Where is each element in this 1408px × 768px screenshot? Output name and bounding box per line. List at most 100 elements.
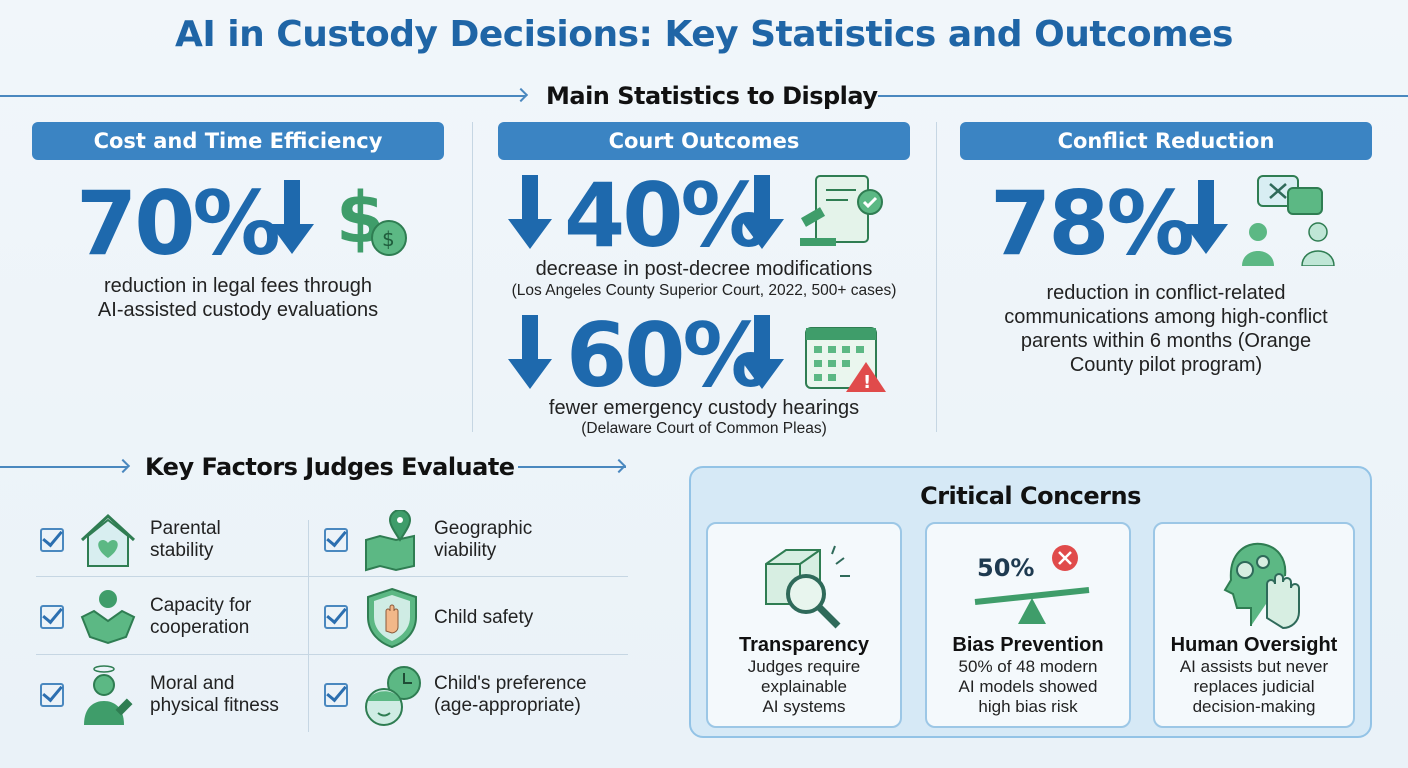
dollar-icon: $ $ <box>336 180 407 259</box>
factor-label: Child's preference (age-appropriate) <box>434 673 604 717</box>
stat-78: 78% <box>990 172 1195 275</box>
card-title: Human Oversight <box>1170 634 1338 656</box>
grid-divider <box>308 520 309 732</box>
svg-text:$: $ <box>382 227 395 251</box>
stat-40-source: (Los Angeles County Superior Court, 2022… <box>511 282 897 299</box>
card-line: AI systems <box>762 697 846 716</box>
arrow-right-icon <box>611 458 627 474</box>
factor-item: Moral and physical fitness <box>40 661 310 731</box>
desc-line: reduction in conflict-related <box>1046 282 1286 304</box>
factor-line: (age-appropriate) <box>434 695 581 716</box>
factor-item: Child's preference (age-appropriate) <box>324 661 594 731</box>
conflict-chat-icon <box>1242 175 1335 266</box>
card-transparency: Transparency Judges require explainable AI… <box>706 522 902 728</box>
column-divider <box>936 122 937 432</box>
factor-label: Capacity for cooperation <box>150 595 320 639</box>
checkbox-checked-icon <box>324 605 348 629</box>
gavel-document-icon <box>800 175 883 246</box>
header-conflict: Conflict Reduction <box>960 122 1372 160</box>
card-oversight: Human Oversight AI assists but never repl… <box>1153 522 1355 728</box>
column-divider <box>472 122 473 432</box>
arrow-down-icon <box>508 175 552 249</box>
factor-label: Geographic viability <box>434 518 604 562</box>
bias-badge: 50% <box>977 554 1035 582</box>
card-title: Transparency <box>738 634 870 656</box>
stat-40-desc: decrease in post-decree modifications <box>535 258 873 280</box>
svg-text:!: ! <box>863 372 871 392</box>
stat-40: 40% <box>564 164 769 267</box>
child-clock-icon <box>365 666 421 726</box>
card-line: AI models showed <box>958 677 1098 696</box>
factor-line: Capacity for <box>150 595 252 616</box>
card-bias: 50% Bias Prevention 50% of 48 modern AI m… <box>925 522 1131 728</box>
divider-line <box>518 466 626 468</box>
section-title-main: Main Statistics to Display <box>546 82 878 110</box>
desc-line: County pilot program) <box>1069 354 1263 376</box>
arrow-down-icon <box>740 315 784 389</box>
factor-line: Geographic <box>434 518 533 539</box>
stat-70-desc: reduction in legal fees through AI-assist… <box>32 274 444 322</box>
stat-60-desc: fewer emergency custody hearings <box>548 397 860 419</box>
shield-hand-icon <box>367 587 417 649</box>
stat-60: 60% <box>566 304 771 407</box>
header-court: Court Outcomes <box>498 122 910 160</box>
factor-label: Child safety <box>434 607 604 629</box>
person-fitness-icon <box>84 665 133 725</box>
divider-line <box>0 95 525 97</box>
desc-line: parents within 6 months (Orange <box>1020 330 1312 352</box>
stat-60-source: (Delaware Court of Common Pleas) <box>581 420 827 437</box>
factor-line: cooperation <box>150 617 250 638</box>
factor-label: Moral and physical fitness <box>150 673 320 717</box>
page-title: AI in Custody Decisions: Key Statistics … <box>175 14 1233 55</box>
card-title: Bias Prevention <box>952 634 1104 656</box>
factor-item: Geographic viability <box>324 506 594 576</box>
factor-line: viability <box>434 540 497 561</box>
map-pin-icon <box>365 510 415 572</box>
card-line: AI assists but never <box>1179 657 1329 676</box>
divider-line <box>0 466 128 468</box>
card-line: replaces judicial <box>1193 677 1315 696</box>
section-title-factors: Key Factors Judges Evaluate <box>145 453 515 481</box>
house-heart-icon <box>80 513 136 567</box>
checkbox-checked-icon <box>324 528 348 552</box>
head-gear-hand-icon <box>1223 542 1300 630</box>
card-line: high bias risk <box>978 697 1078 716</box>
divider-line <box>878 95 1408 97</box>
factor-item: Capacity for cooperation <box>40 583 310 653</box>
checkbox-checked-icon <box>40 605 64 629</box>
checkbox-checked-icon <box>40 683 64 707</box>
grid-divider <box>36 654 628 655</box>
factor-line: Child safety <box>434 607 534 628</box>
factor-line: stability <box>150 540 214 561</box>
arrow-down-icon <box>740 175 784 249</box>
factor-item: Child safety <box>324 583 594 653</box>
arrow-down-icon <box>1184 180 1228 254</box>
factor-item: Parental stability <box>40 506 310 576</box>
stat-70: 70% <box>76 172 281 275</box>
header-cost: Cost and Time Efficiency <box>32 122 444 160</box>
arrow-right-icon <box>513 87 529 103</box>
checkbox-checked-icon <box>40 528 64 552</box>
checkbox-checked-icon <box>324 683 348 707</box>
factor-line: physical fitness <box>150 695 279 716</box>
card-line: 50% of 48 modern <box>958 657 1098 676</box>
factor-line: Parental <box>150 518 221 539</box>
arrow-right-icon <box>115 458 131 474</box>
magnifier-cube-icon <box>765 545 850 629</box>
factor-line: Moral and <box>150 673 235 694</box>
desc-line: AI-assisted custody evaluations <box>97 299 379 321</box>
concerns-title: Critical Concerns <box>920 482 1141 510</box>
stat-78-desc: reduction in conflict-related communicati… <box>950 281 1382 377</box>
desc-line: reduction in legal fees through <box>104 275 372 297</box>
card-line: explainable <box>760 677 847 696</box>
arrow-down-icon <box>270 180 314 254</box>
desc-line: communications among high-conflict <box>1004 306 1328 328</box>
scale-icon <box>974 545 1090 624</box>
factor-line: Child's preference <box>434 673 587 694</box>
card-line: decision-making <box>1192 697 1316 716</box>
calendar-warning-icon: ! <box>805 327 886 392</box>
handshake-icon <box>80 590 136 645</box>
arrow-down-icon <box>508 315 552 389</box>
card-line: Judges require <box>747 657 861 676</box>
factor-label: Parental stability <box>150 518 320 562</box>
